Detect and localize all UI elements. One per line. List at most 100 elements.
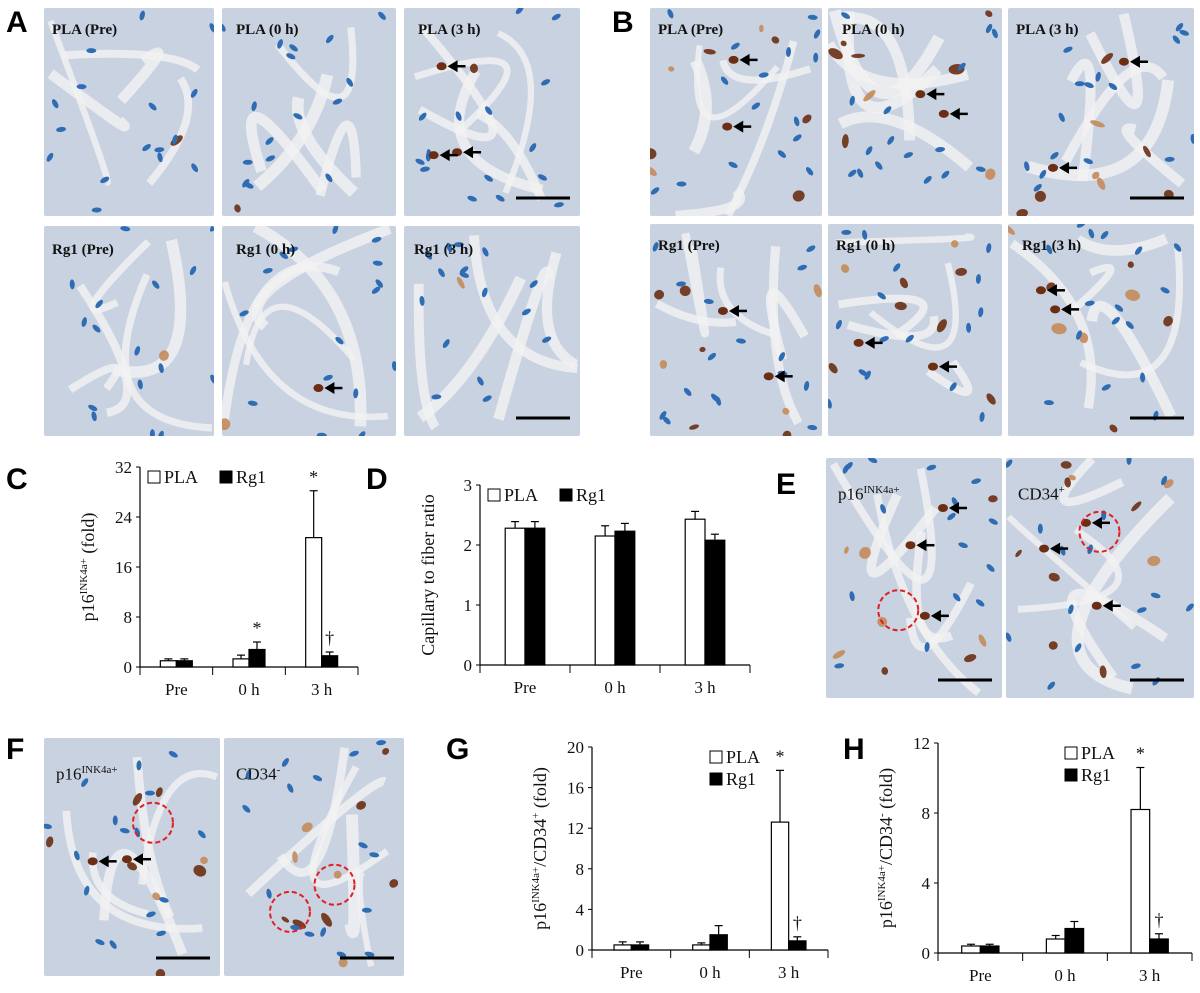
nucleus [438, 268, 445, 278]
roi-circle [1078, 510, 1121, 553]
arrow-marker [926, 88, 945, 101]
micrograph-label: PLA (3 h) [418, 22, 481, 38]
micrograph-a-rg1-0h: Rg1 (0 h) [222, 226, 396, 436]
stained-cell [1090, 120, 1105, 128]
stained-cell [1125, 289, 1141, 301]
micrograph-label: PLA (0 h) [842, 22, 905, 38]
stained-cell [1101, 52, 1114, 64]
legend-swatch [487, 488, 501, 502]
nucleus [467, 195, 477, 202]
nucleus [667, 8, 674, 19]
nucleus [455, 111, 462, 121]
nucleus [142, 144, 151, 152]
arrow-marker [728, 304, 747, 317]
arrow-marker [774, 370, 793, 383]
bar [232, 658, 250, 668]
nucleus [1126, 458, 1132, 465]
nucleus [146, 911, 156, 918]
arrow-marker [132, 853, 151, 866]
stained-cell [964, 654, 977, 663]
interstitial-space [416, 275, 526, 423]
arrow-marker [324, 382, 343, 395]
nucleus [1161, 475, 1168, 486]
nucleus [1160, 287, 1170, 294]
nucleus [266, 888, 272, 899]
significance-marker: * [309, 467, 318, 487]
nucleus [785, 47, 792, 57]
stained-cell [313, 384, 324, 393]
legend-label: Rg1 [1081, 765, 1111, 785]
nucleus [1179, 29, 1190, 36]
interstitial-space [1026, 79, 1175, 182]
interstitial-space [1067, 588, 1169, 681]
micrograph-b-pla-0h: PLA (0 h) [828, 8, 1002, 216]
nucleus [864, 370, 871, 380]
stained-cell [45, 836, 54, 848]
nucleus [245, 769, 252, 780]
arrow-marker [1059, 161, 1078, 174]
nucleus [813, 52, 819, 63]
nucleus [835, 319, 842, 330]
interstitial-space [243, 303, 357, 366]
nucleus [279, 251, 288, 259]
nucleus [1114, 304, 1124, 312]
nucleus [157, 152, 163, 163]
nucleus [109, 940, 117, 949]
chart-h: 0 4 8 12 Pre 0 h 3 h * † PLA Rg1 p16INK4a+/CD34- (f… [850, 734, 1195, 990]
bar [613, 944, 632, 951]
stained-cell [234, 204, 241, 213]
nucleus [1088, 228, 1095, 239]
nucleus [210, 374, 214, 384]
stained-cell [292, 851, 298, 863]
legend-swatch [1064, 768, 1078, 782]
arrow-marker [948, 502, 967, 515]
bar [684, 518, 706, 666]
nucleus [1084, 82, 1094, 89]
label-sup: INK4a+ [863, 484, 900, 496]
nucleus [154, 147, 165, 153]
label-main: p16 [56, 764, 82, 784]
nucleus [1164, 156, 1175, 162]
stained-cell [1099, 665, 1107, 679]
stained-cell [927, 362, 938, 371]
interstitial-space [675, 186, 745, 216]
stained-cell [937, 504, 948, 513]
y-tick-label: 4 [922, 874, 931, 893]
nucleus [887, 136, 895, 145]
nucleus [112, 815, 118, 826]
stained-cell [985, 10, 993, 18]
nucleus [364, 951, 375, 957]
y-tick-label: 8 [124, 608, 133, 627]
nucleus [877, 292, 886, 300]
arrow-marker [733, 120, 752, 133]
bar [1149, 938, 1169, 954]
label-sup: INK4a+ [81, 764, 118, 776]
nucleus [1111, 316, 1120, 325]
interstitial-space [541, 251, 579, 370]
nucleus [158, 430, 164, 436]
stained-cell [382, 747, 390, 755]
nucleus [371, 286, 381, 294]
x-tick-label: 0 h [238, 680, 260, 699]
interstitial-space [274, 26, 357, 102]
nucleus [758, 72, 769, 78]
arrow-marker [1129, 55, 1148, 68]
interstitial-space [469, 235, 578, 374]
nucleus [736, 338, 746, 344]
nucleus [540, 79, 551, 86]
nucleus [1006, 459, 1013, 468]
nucleus [495, 194, 505, 202]
nucleus [336, 951, 347, 958]
arrow-marker [98, 855, 117, 868]
nucleus [459, 271, 470, 278]
y-tick-label: 0 [124, 658, 133, 677]
panel-letter-f: F [6, 733, 25, 766]
stained-cell [389, 879, 399, 888]
stained-cell [1048, 641, 1058, 650]
roi-circle [268, 890, 311, 933]
stained-cell [1008, 224, 1016, 235]
nucleus [242, 159, 253, 165]
label-main: CD34 [236, 764, 277, 784]
nucleus [293, 113, 303, 120]
nucleus [807, 14, 818, 20]
